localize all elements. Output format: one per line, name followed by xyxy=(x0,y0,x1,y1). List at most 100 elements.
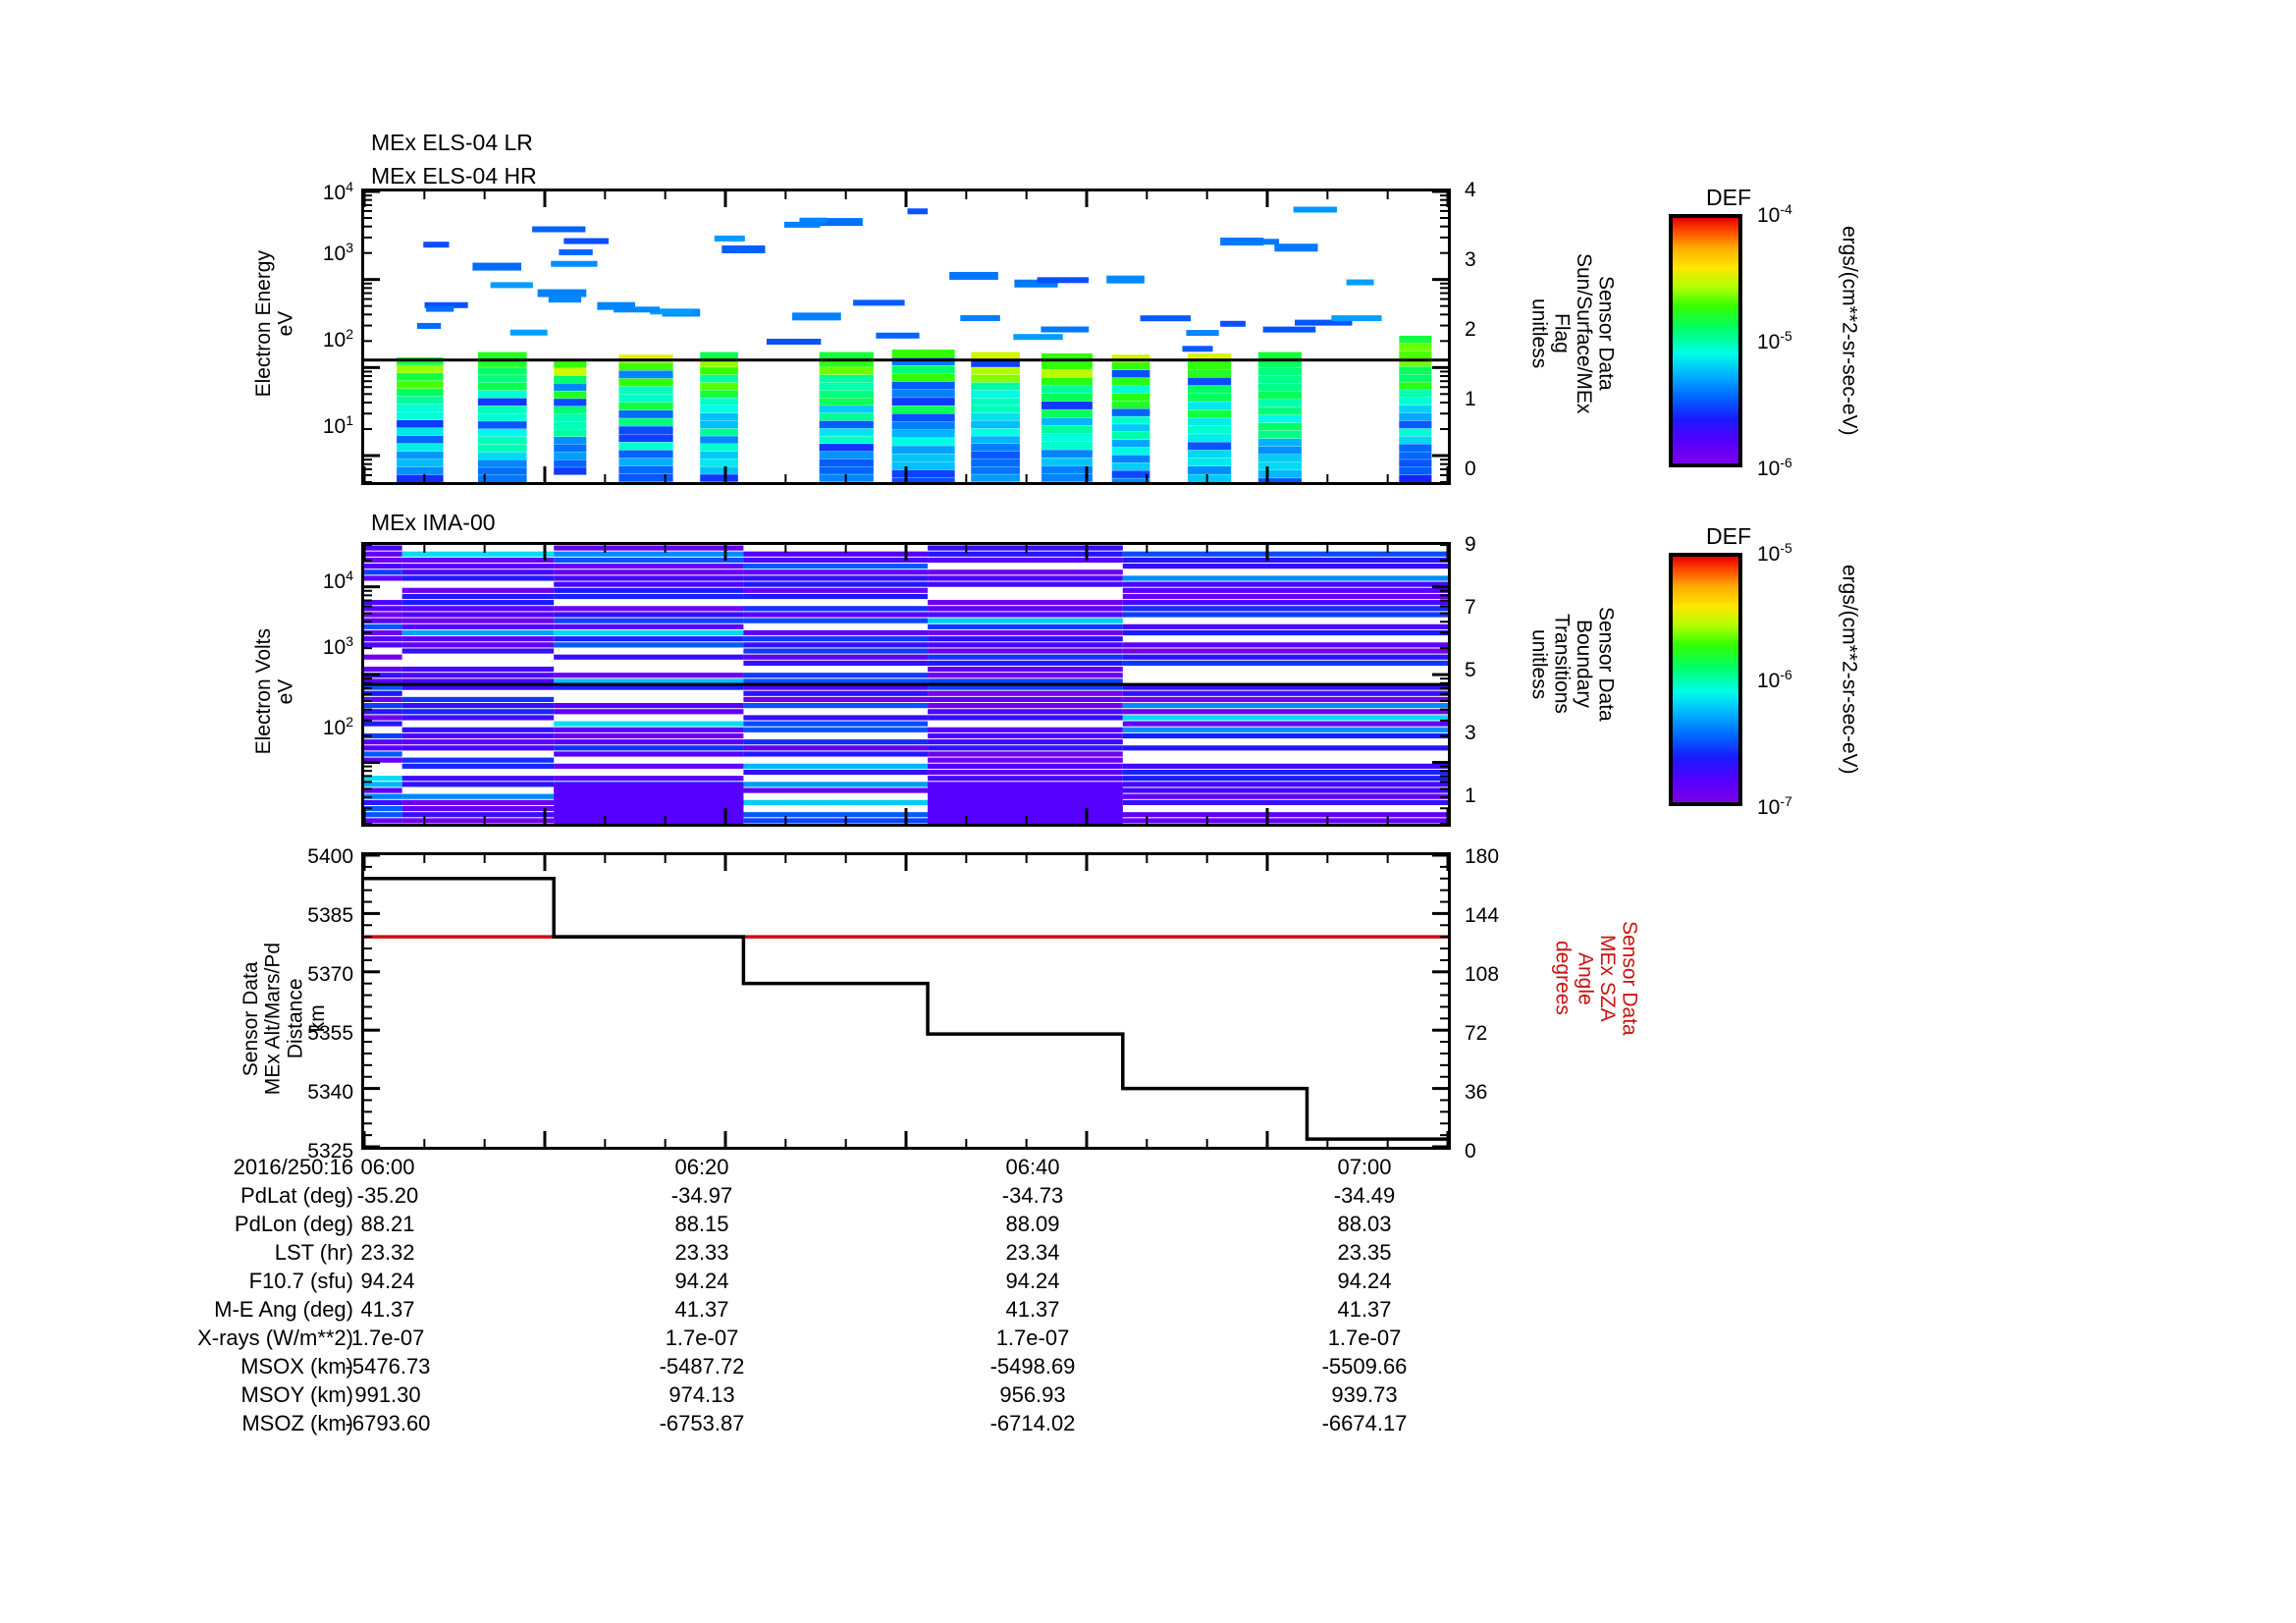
table-cell: 94.24 xyxy=(1005,1269,1060,1293)
colorbar-1 xyxy=(1669,214,1742,467)
table-cell: -5487.72 xyxy=(659,1354,745,1379)
table-cell: 88.15 xyxy=(674,1212,729,1236)
table-row-label: X-rays (W/m**2) xyxy=(197,1325,353,1350)
p2-ytick-1e4: 104 xyxy=(322,568,353,593)
panel2-title: MEx IMA-00 xyxy=(371,510,496,535)
table-row-label: 2016/250:16 xyxy=(233,1155,353,1179)
table-cell: 88.03 xyxy=(1337,1212,1392,1236)
p1-rtick-3: 3 xyxy=(1465,248,1476,271)
table-cell: 23.33 xyxy=(674,1240,729,1265)
table-cell: -34.49 xyxy=(1333,1183,1396,1208)
p1-ytick-1e3: 103 xyxy=(322,240,353,265)
table-cell: 07:00 xyxy=(1337,1155,1392,1179)
p3-rtick-0: 0 xyxy=(1465,1140,1476,1163)
table-cell: 41.37 xyxy=(1005,1297,1060,1322)
table-cell: 23.32 xyxy=(360,1240,415,1265)
p2-rtick-7: 7 xyxy=(1465,596,1476,619)
ephemeris-table: 2016/250:16 06:00 06:20 06:40 07:00 PdLat (de… xyxy=(0,1155,1571,1479)
cbar2-top-tick: 10-5 xyxy=(1757,540,1792,566)
p2-ytick-1e3: 103 xyxy=(322,633,353,659)
p3-rtick-180: 180 xyxy=(1465,845,1500,868)
table-cell: 06:00 xyxy=(360,1155,415,1179)
p3-ytick-5355: 5355 xyxy=(307,1022,353,1045)
p1-rtick-0: 0 xyxy=(1465,458,1476,480)
p1-rtick-2: 2 xyxy=(1465,318,1476,341)
table-cell: 41.37 xyxy=(674,1297,729,1322)
table-cell: 88.21 xyxy=(360,1212,415,1236)
panel2-y-axis-title: Electron Volts eV xyxy=(252,628,297,755)
table-cell: 23.35 xyxy=(1337,1240,1392,1265)
p1-ytick-1e1: 101 xyxy=(322,412,353,438)
table-row-label: M-E Ang (deg) xyxy=(214,1297,353,1322)
table-cell: 974.13 xyxy=(668,1382,735,1407)
table-cell: -6793.60 xyxy=(345,1411,431,1435)
panel-electron-volts-spectrogram[interactable] xyxy=(361,542,1451,827)
table-row-label: PdLon (deg) xyxy=(234,1212,353,1236)
table-cell: 88.09 xyxy=(1005,1212,1060,1236)
cbar1-bot-tick: 10-6 xyxy=(1757,455,1792,480)
p3-ytick-5400: 5400 xyxy=(307,845,353,868)
table-cell: 1.7e-07 xyxy=(350,1325,425,1350)
table-cell: -5509.66 xyxy=(1321,1354,1408,1379)
p3-rtick-72: 72 xyxy=(1465,1022,1488,1045)
panel2-right-axis-title: Sensor Data Boundary Transitions unitles… xyxy=(1527,607,1618,722)
p2-rtick-3: 3 xyxy=(1465,722,1476,744)
table-cell: 41.37 xyxy=(360,1297,415,1322)
colorbar-2 xyxy=(1669,553,1742,806)
table-cell: 23.34 xyxy=(1005,1240,1060,1265)
panel-electron-energy-spectrogram[interactable] xyxy=(361,189,1451,485)
table-cell: 1.7e-07 xyxy=(995,1325,1070,1350)
table-cell: -34.73 xyxy=(1001,1183,1064,1208)
table-cell: -35.20 xyxy=(356,1183,419,1208)
p3-ytick-5340: 5340 xyxy=(307,1081,353,1104)
table-cell: -5498.69 xyxy=(989,1354,1076,1379)
p1-rtick-4: 4 xyxy=(1465,179,1476,201)
table-cell: 94.24 xyxy=(360,1269,415,1293)
cbar1-mid-tick: 10-5 xyxy=(1757,328,1792,353)
table-cell: 1.7e-07 xyxy=(665,1325,739,1350)
table-cell: 94.24 xyxy=(674,1269,729,1293)
table-row-label: MSOX (km) xyxy=(240,1354,353,1379)
p2-rtick-9: 9 xyxy=(1465,533,1476,556)
table-cell: 991.30 xyxy=(354,1382,421,1407)
table-cell: 94.24 xyxy=(1337,1269,1392,1293)
table-cell: -34.97 xyxy=(670,1183,733,1208)
p3-ytick-5385: 5385 xyxy=(307,904,353,927)
p3-rtick-36: 36 xyxy=(1465,1081,1488,1104)
table-cell: -5476.73 xyxy=(345,1354,431,1379)
p3-rtick-108: 108 xyxy=(1465,963,1500,986)
table-cell: 06:20 xyxy=(674,1155,729,1179)
panel3-right-axis-title: Sensor Data MEx SZA Angle degrees xyxy=(1551,921,1641,1036)
table-cell: -6753.87 xyxy=(659,1411,745,1435)
panel1-right-axis-title: Sensor Data Sun/Surface/MEx Flag unitles… xyxy=(1527,253,1618,414)
table-cell: -6674.17 xyxy=(1321,1411,1408,1435)
table-row-label: F10.7 (sfu) xyxy=(248,1269,353,1293)
cbar1-top-tick: 10-4 xyxy=(1757,201,1792,227)
panel-altitude-line-plot[interactable] xyxy=(361,852,1451,1150)
cbar2-mid-tick: 10-6 xyxy=(1757,667,1792,692)
table-cell: 1.7e-07 xyxy=(1327,1325,1402,1350)
colorbar2-label: DEF xyxy=(1706,523,1751,549)
colorbar2-unit: ergs/(cm**2-sr-sec-eV) xyxy=(1838,565,1861,775)
panel1-title-lr: MEx ELS-04 LR xyxy=(371,130,533,155)
p2-rtick-1: 1 xyxy=(1465,784,1476,807)
table-row-label: MSOY (km) xyxy=(240,1382,353,1407)
panel1-y-axis-title: Electron Energy eV xyxy=(252,250,297,398)
colorbar1-unit: ergs/(cm**2-sr-sec-eV) xyxy=(1838,226,1861,436)
p2-rtick-5: 5 xyxy=(1465,659,1476,681)
p1-ylab-0: Electron Energy xyxy=(252,250,275,398)
p3-ytick-5325: 5325 xyxy=(307,1140,353,1163)
p1-ytick-1e2: 102 xyxy=(322,326,353,352)
table-row-label: PdLat (deg) xyxy=(240,1183,353,1208)
table-cell: 956.93 xyxy=(999,1382,1066,1407)
panel1-title-hr: MEx ELS-04 HR xyxy=(371,163,537,189)
table-cell: -6714.02 xyxy=(989,1411,1076,1435)
table-row-label: MSOZ (km) xyxy=(241,1411,353,1435)
table-cell: 41.37 xyxy=(1337,1297,1392,1322)
colorbar1-label: DEF xyxy=(1706,185,1751,210)
p3-ytick-5370: 5370 xyxy=(307,963,353,986)
p1-rtick-1: 1 xyxy=(1465,388,1476,410)
p3-rtick-144: 144 xyxy=(1465,904,1500,927)
table-cell: 939.73 xyxy=(1331,1382,1398,1407)
table-cell: 06:40 xyxy=(1005,1155,1060,1179)
